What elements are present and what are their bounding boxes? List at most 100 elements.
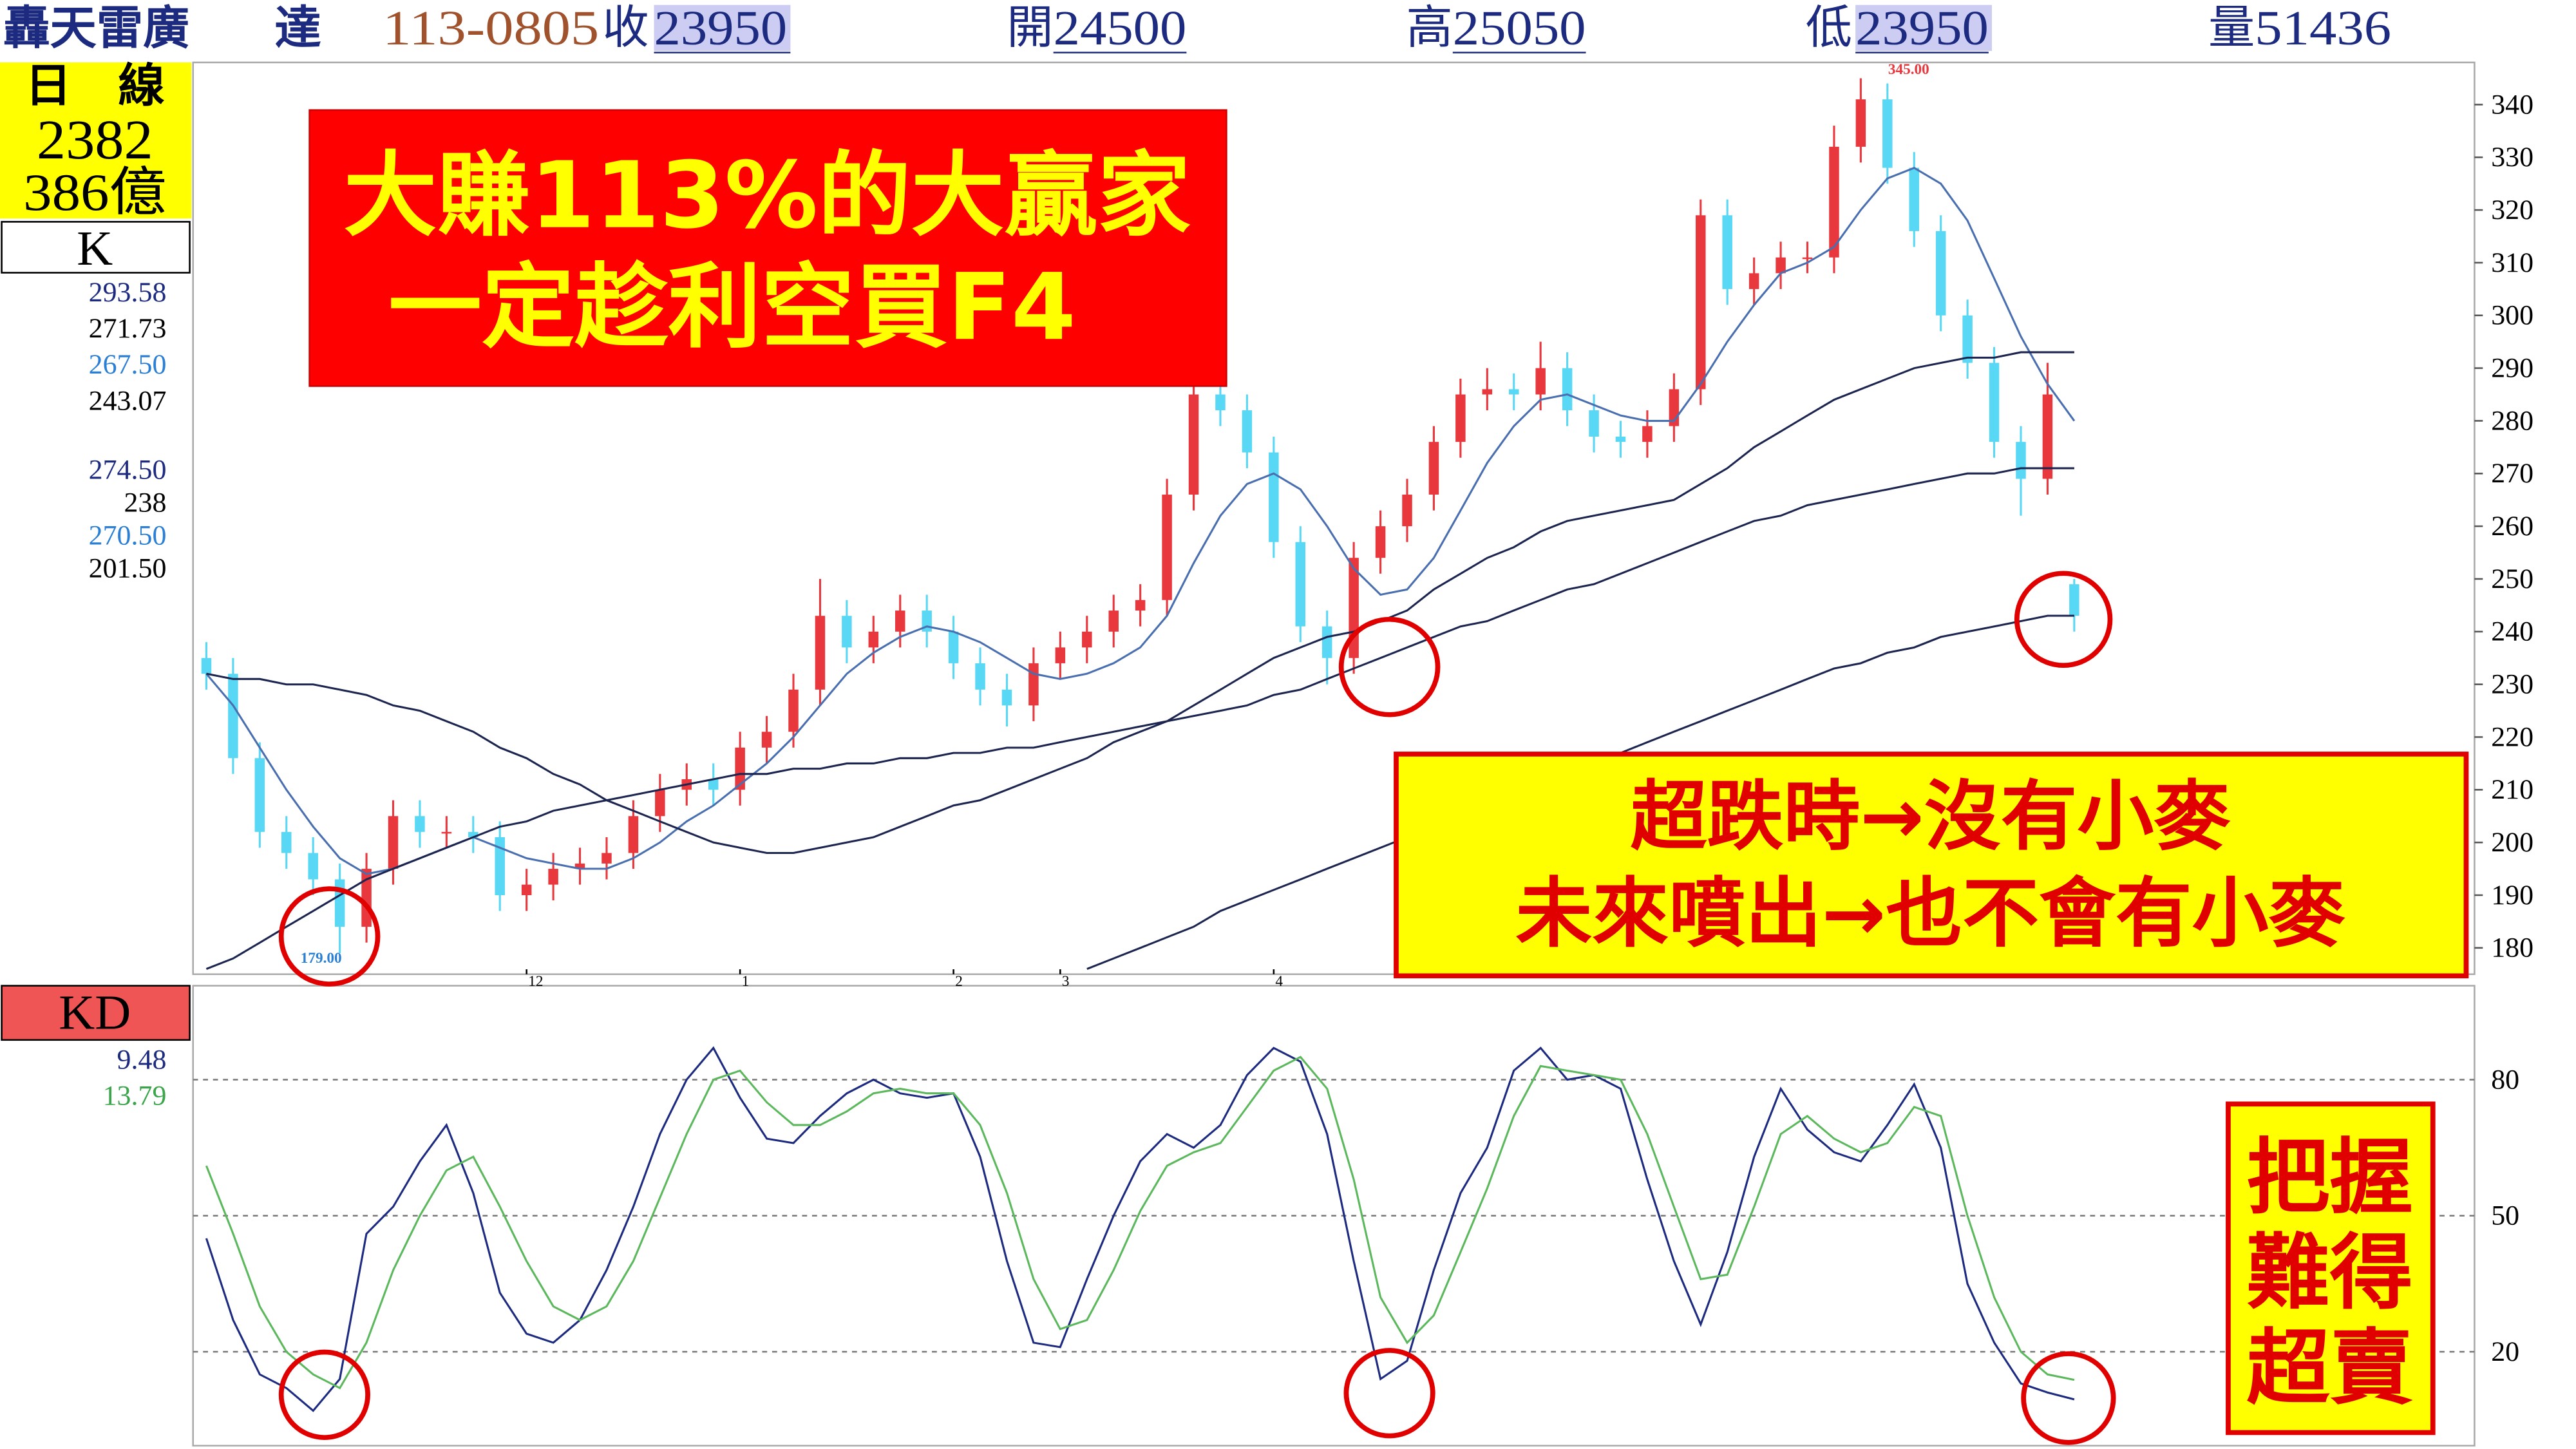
volume-value: 51436 [2255,1,2391,55]
candle-body [1962,315,1973,363]
y-tick-label: 300 [2491,300,2533,331]
k-box [1,221,191,274]
y-tick-label: 250 [2491,564,2533,594]
candle-body [1829,146,1839,258]
code: 2382 [37,109,153,171]
candle-body [1562,368,1573,411]
series-line [205,167,2076,875]
callout-text: 把握 [2246,1130,2412,1226]
candle-body [308,853,318,880]
x-tick-label: 4 [1275,972,1283,989]
series-line [205,467,2074,971]
legend-value: 201.50 [89,553,167,584]
callout-box [1394,752,2469,979]
candle-body [948,631,959,663]
stock-name: 轟天雷廣 [3,1,189,55]
callout-text: 一定趁利空買F4 [388,254,1076,361]
circle [1338,616,1441,717]
candle-body [1028,663,1039,706]
y-tick-label: 280 [2491,406,2533,437]
candle-body [842,616,852,648]
candle-body [1855,99,1866,147]
series-line [206,351,2074,855]
candle-body [1215,394,1226,411]
candle-body [1402,495,1412,527]
legend-value: 267.50 [89,349,167,380]
candle-body [1135,600,1146,611]
candle-body [1989,363,2000,442]
candle-body [441,831,452,834]
candle-body [1428,442,1439,495]
callout-text: 超跌時→沒有小麥 [1631,772,2231,860]
candle-body [1935,231,1946,316]
candle-body [574,863,585,869]
candle-body [1082,631,1092,648]
callout-text: 未來噴出→也不會有小麥 [1515,869,2345,958]
candle-body [2069,584,2079,616]
x-tick-label: 1 [742,972,750,989]
k-title: K [77,220,113,275]
kd-title: KD [59,985,131,1039]
series-line [205,1056,2075,1390]
candle-body [628,816,639,853]
y-tick-label: 260 [2491,511,2533,542]
callout-box [2226,1101,2436,1435]
highlight [1855,5,1993,52]
candle-body [975,663,985,690]
candle-body [1455,394,1466,442]
candle-body [228,674,238,759]
legend-value: 293.58 [89,277,167,308]
close-value: 23950 [654,1,788,55]
candle-body [1188,394,1199,495]
legend-value: 13.79 [103,1081,167,1112]
candle-body [1482,389,1493,395]
candle-body [1108,611,1119,632]
callout-box [308,109,1227,387]
candle-body [1909,167,1920,231]
candle-body [415,816,425,832]
y-tick-label: 210 [2491,774,2533,805]
callout-text: 大賺113%的大贏家 [344,142,1191,249]
open-value: 24500 [1054,1,1187,55]
candle-body [815,616,826,690]
y-tick-label: 230 [2491,669,2533,700]
candle-body [495,837,505,895]
candle-body [1722,215,1732,289]
series-line [205,1046,2075,1412]
x-tick-label: 3 [1062,972,1070,989]
legend-value: 270.50 [89,520,167,551]
candle-body [1375,526,1386,558]
highlight [654,5,791,52]
callout-text: 難得 [2246,1226,2412,1321]
legend-value: 271.73 [89,313,167,344]
candle-body [1269,452,1279,542]
amount: 386億 [23,163,166,221]
x-tick-label: 12 [528,972,543,989]
period: 日 線 [25,59,165,112]
candle-body [1162,495,1172,600]
candle-body [548,869,558,885]
high-label: 高 [1406,3,1452,53]
candle-body [521,884,532,895]
y-tick-label: 330 [2491,142,2533,173]
y-tick-label: 20 [2491,1336,2519,1367]
high-value: 25050 [1453,1,1586,55]
y-tick-label: 50 [2491,1200,2519,1231]
candle-body [868,631,879,648]
y-tick-label: 240 [2491,616,2533,647]
candle-body [201,658,212,674]
y-tick-label: 340 [2491,90,2533,120]
candle-body [1776,257,1786,274]
circle [2014,571,2113,668]
candle-body [1535,368,1546,395]
circles [278,571,2116,1445]
x-tick-label: 2 [955,972,963,989]
candle-body [1802,257,1813,260]
low-label: 低 [1806,3,1852,53]
candle-body [1589,410,1599,437]
open-label: 開 [1007,3,1053,53]
candle-body [2016,442,2026,479]
y-tick-label: 200 [2491,827,2533,858]
